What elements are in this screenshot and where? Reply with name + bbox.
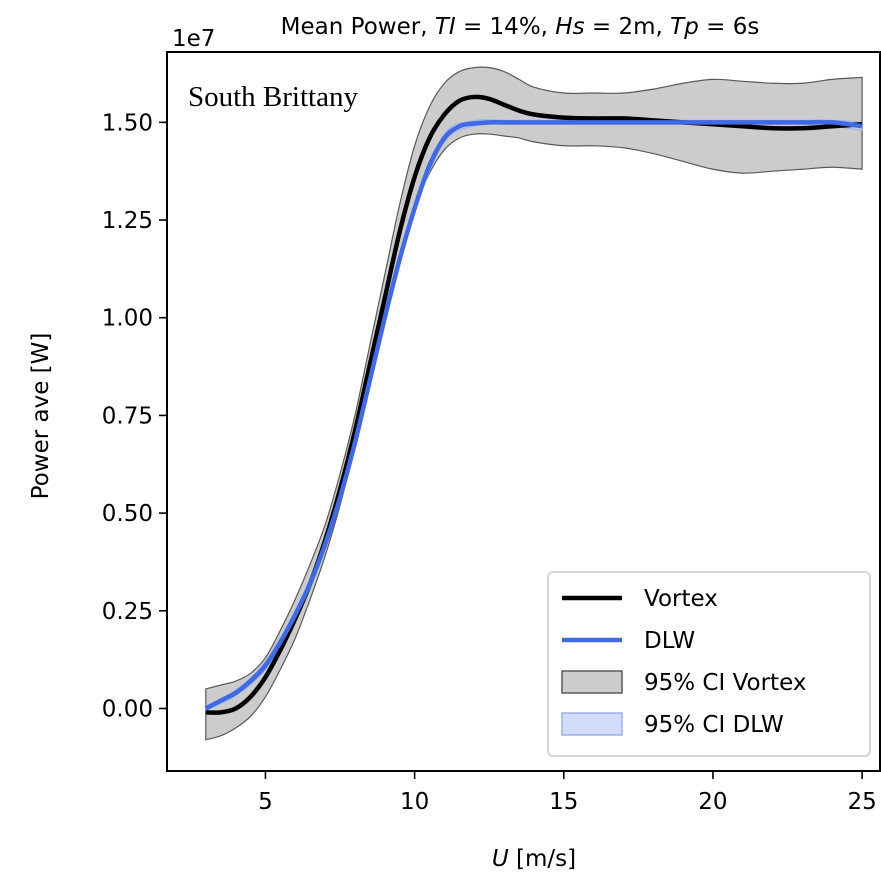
x-tick-label: 5 — [258, 789, 273, 815]
legend-label: DLW — [644, 628, 695, 654]
chart-title: Mean Power, TI = 14%, Hs = 2m, Tp = 6s — [281, 14, 760, 40]
legend-box — [547, 571, 871, 757]
y-tick-label: 1.00 — [102, 306, 153, 332]
x-axis-ticks: 5 10 15 20 25 — [258, 771, 877, 815]
x-tick-label: 10 — [400, 789, 429, 815]
legend-label: Vortex — [644, 586, 718, 612]
legend-label: 95% CI DLW — [644, 712, 784, 738]
y-offset-text: 1e7 — [172, 26, 215, 52]
legend-label: 95% CI Vortex — [644, 670, 806, 696]
legend-handle — [561, 712, 623, 736]
x-tick-label: 20 — [698, 789, 727, 815]
x-tick-label: 25 — [847, 789, 876, 815]
y-tick-label: 0.75 — [102, 403, 153, 429]
y-tick-label: 0.25 — [102, 599, 153, 625]
region-annotation: South Brittany — [188, 81, 358, 113]
y-tick-label: 0.00 — [102, 696, 153, 722]
y-axis-title: Power ave [W] — [28, 333, 54, 500]
y-tick-label: 0.50 — [102, 501, 153, 527]
y-tick-label: 1.50 — [102, 110, 153, 136]
y-axis-ticks: 0.00 0.25 0.50 0.75 1.00 1.25 1.50 — [102, 110, 167, 722]
legend: Vortex DLW 95% CI Vortex 95% CI DLW — [547, 571, 871, 757]
y-tick-label: 1.25 — [102, 208, 153, 234]
series-lines — [204, 94, 863, 715]
x-tick-label: 15 — [549, 789, 578, 815]
x-axis-title: U [m/s] — [492, 846, 576, 872]
legend-handle — [561, 670, 623, 694]
plot-frame — [166, 51, 881, 772]
line-dlw — [204, 119, 863, 711]
